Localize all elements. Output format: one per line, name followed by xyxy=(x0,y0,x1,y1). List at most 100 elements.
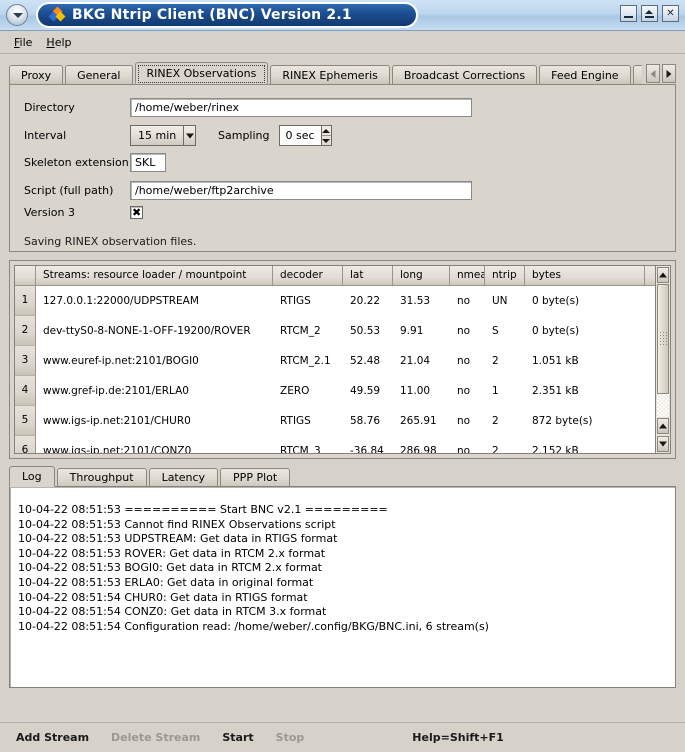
tab-general[interactable]: General xyxy=(65,65,133,84)
tab-rinex-observations[interactable]: RINEX Observations xyxy=(134,62,269,84)
script-input[interactable] xyxy=(130,181,472,200)
row-number[interactable]: 3 xyxy=(15,346,36,376)
skeleton-extension-label: Skeleton extension xyxy=(24,156,129,169)
scroll-up-icon[interactable] xyxy=(657,267,669,283)
directory-label: Directory xyxy=(24,101,75,114)
tab-rinex-ephemeris[interactable]: RINEX Ephemeris xyxy=(270,65,390,84)
sampling-stepper[interactable]: 0 sec xyxy=(278,125,332,146)
cell-mountpoint: www.euref-ip.net:2101/BOGI0 xyxy=(43,355,199,367)
cell-nmea: no xyxy=(457,325,471,337)
start-button[interactable]: Start xyxy=(222,731,254,744)
chevron-down-icon xyxy=(183,126,195,145)
scrollbar-track[interactable] xyxy=(657,394,669,417)
settings-tabstrip: Proxy General RINEX Observations RINEX E… xyxy=(9,62,676,84)
tab-latency[interactable]: Latency xyxy=(148,468,219,487)
column-header-nmea[interactable]: nmea xyxy=(450,266,485,285)
diamond-logo-icon xyxy=(48,6,66,22)
row-number[interactable]: 1 xyxy=(15,286,36,316)
interval-row: Interval 15 min Sampling 0 sec xyxy=(24,125,332,146)
menu-file-rest: ile xyxy=(19,35,33,49)
cell-bytes: 0 byte(s) xyxy=(532,325,580,337)
cell-lat: 50.53 xyxy=(350,325,381,337)
tab-scroll-left-icon[interactable] xyxy=(646,64,660,83)
table-row[interactable]: 2 dev-ttyS0-8-NONE-1-OFF-19200/ROVER RTC… xyxy=(15,316,670,346)
cell-long: 286.98 xyxy=(400,445,437,454)
row-number[interactable]: 6 xyxy=(15,436,36,453)
version3-checkbox[interactable]: ✖ xyxy=(130,206,143,219)
column-header-lat[interactable]: lat xyxy=(343,266,393,285)
scrollbar-grip-icon xyxy=(659,331,667,347)
add-stream-button[interactable]: Add Stream xyxy=(16,731,90,744)
interval-combo[interactable]: 15 min xyxy=(130,125,196,146)
maximize-icon[interactable] xyxy=(641,5,658,22)
cell-long: 9.91 xyxy=(400,325,424,337)
stepper-up-icon[interactable] xyxy=(321,126,331,136)
cell-decoder: RTCM_2 xyxy=(280,325,321,337)
stepper-down-icon[interactable] xyxy=(322,136,331,145)
directory-input[interactable] xyxy=(130,98,472,117)
tab-serial-output[interactable]: Serial Outp xyxy=(632,65,642,84)
tab-log[interactable]: Log xyxy=(9,466,55,487)
streams-table: Streams: resource loader / mountpoint de… xyxy=(14,265,671,454)
close-icon[interactable]: ✕ xyxy=(662,5,679,22)
log-output[interactable]: 10-04-22 08:51:53 ========== Start BNC v… xyxy=(9,486,676,688)
cell-mountpoint: www.igs-ip.net:2101/CONZ0 xyxy=(43,445,192,454)
scroll-up-icon-bottom[interactable] xyxy=(657,418,669,434)
tab-rinex-observations-label: RINEX Observations xyxy=(146,67,257,80)
tab-proxy[interactable]: Proxy xyxy=(9,65,64,84)
column-header-decoder[interactable]: decoder xyxy=(273,266,343,285)
table-row[interactable]: 5 www.igs-ip.net:2101/CHUR0 RTIGS 58.76 … xyxy=(15,406,670,436)
table-vertical-scrollbar[interactable] xyxy=(655,265,671,454)
cell-long: 31.53 xyxy=(400,295,431,307)
title-bar: BKG Ntrip Client (BNC) Version 2.1 ✕ xyxy=(0,0,685,31)
table-header-row: Streams: resource loader / mountpoint de… xyxy=(15,266,670,286)
cell-bytes: 2.152 kB xyxy=(532,445,579,454)
menu-file-mnemonic: F xyxy=(14,35,20,49)
column-header-streams[interactable]: Streams: resource loader / mountpoint xyxy=(36,266,273,285)
window-menu-icon[interactable] xyxy=(6,4,28,26)
menu-item-help[interactable]: Help xyxy=(42,34,81,51)
delete-stream-button: Delete Stream xyxy=(111,731,201,744)
cell-lat: -36.84 xyxy=(350,445,384,454)
table-row[interactable]: 6 www.igs-ip.net:2101/CONZ0 RTCM_3 -36.8… xyxy=(15,436,670,454)
tab-throughput[interactable]: Throughput xyxy=(56,468,147,487)
menu-item-file[interactable]: File xyxy=(10,34,42,51)
table-row[interactable]: 1 127.0.0.1:22000/UDPSTREAM RTIGS 20.22 … xyxy=(15,286,670,316)
cell-lat: 52.48 xyxy=(350,355,381,367)
cell-mountpoint: 127.0.0.1:22000/UDPSTREAM xyxy=(43,295,199,307)
cell-mountpoint: dev-ttyS0-8-NONE-1-OFF-19200/ROVER xyxy=(43,325,251,337)
row-number[interactable]: 5 xyxy=(15,406,36,436)
tab-ppp-plot[interactable]: PPP Plot xyxy=(220,468,291,487)
cell-long: 11.00 xyxy=(400,385,431,397)
cell-lat: 58.76 xyxy=(350,415,381,427)
tab-feed-engine[interactable]: Feed Engine xyxy=(539,65,631,84)
row-number[interactable]: 4 xyxy=(15,376,36,406)
cell-decoder: RTCM_3 xyxy=(280,445,321,454)
log-line: 10-04-22 08:51:53 ROVER: Get data in RTC… xyxy=(18,546,326,560)
menu-help-mnemonic: H xyxy=(46,35,55,49)
cell-ntrip: S xyxy=(492,325,499,337)
sampling-label: Sampling xyxy=(218,129,270,142)
interval-label: Interval xyxy=(24,129,67,142)
minimize-icon[interactable] xyxy=(620,5,637,22)
menu-bar: File Help xyxy=(0,31,685,54)
cell-decoder: RTIGS xyxy=(280,415,311,427)
column-header-bytes[interactable]: bytes xyxy=(525,266,645,285)
tab-broadcast-corrections[interactable]: Broadcast Corrections xyxy=(391,65,538,84)
rinex-observations-panel: Directory Interval 15 min Sampling 0 sec… xyxy=(9,84,676,252)
log-tabstrip: Log Throughput Latency PPP Plot xyxy=(9,466,676,487)
scrollbar-thumb[interactable] xyxy=(657,284,669,394)
column-header-ntrip[interactable]: ntrip xyxy=(485,266,525,285)
window-title-pill: BKG Ntrip Client (BNC) Version 2.1 xyxy=(36,2,418,28)
cell-ntrip: 1 xyxy=(492,385,499,397)
skeleton-extension-input[interactable] xyxy=(130,153,166,172)
help-hint: Help=Shift+F1 xyxy=(412,731,504,744)
column-header-long[interactable]: long xyxy=(393,266,450,285)
scroll-down-icon[interactable] xyxy=(657,436,669,452)
cell-bytes: 0 byte(s) xyxy=(532,295,580,307)
sampling-stepper-buttons[interactable] xyxy=(320,126,331,145)
row-number[interactable]: 2 xyxy=(15,316,36,346)
table-row[interactable]: 3 www.euref-ip.net:2101/BOGI0 RTCM_2.1 5… xyxy=(15,346,670,376)
tab-scroll-right-icon[interactable] xyxy=(662,64,676,83)
table-row[interactable]: 4 www.gref-ip.de:2101/ERLA0 ZERO 49.59 1… xyxy=(15,376,670,406)
